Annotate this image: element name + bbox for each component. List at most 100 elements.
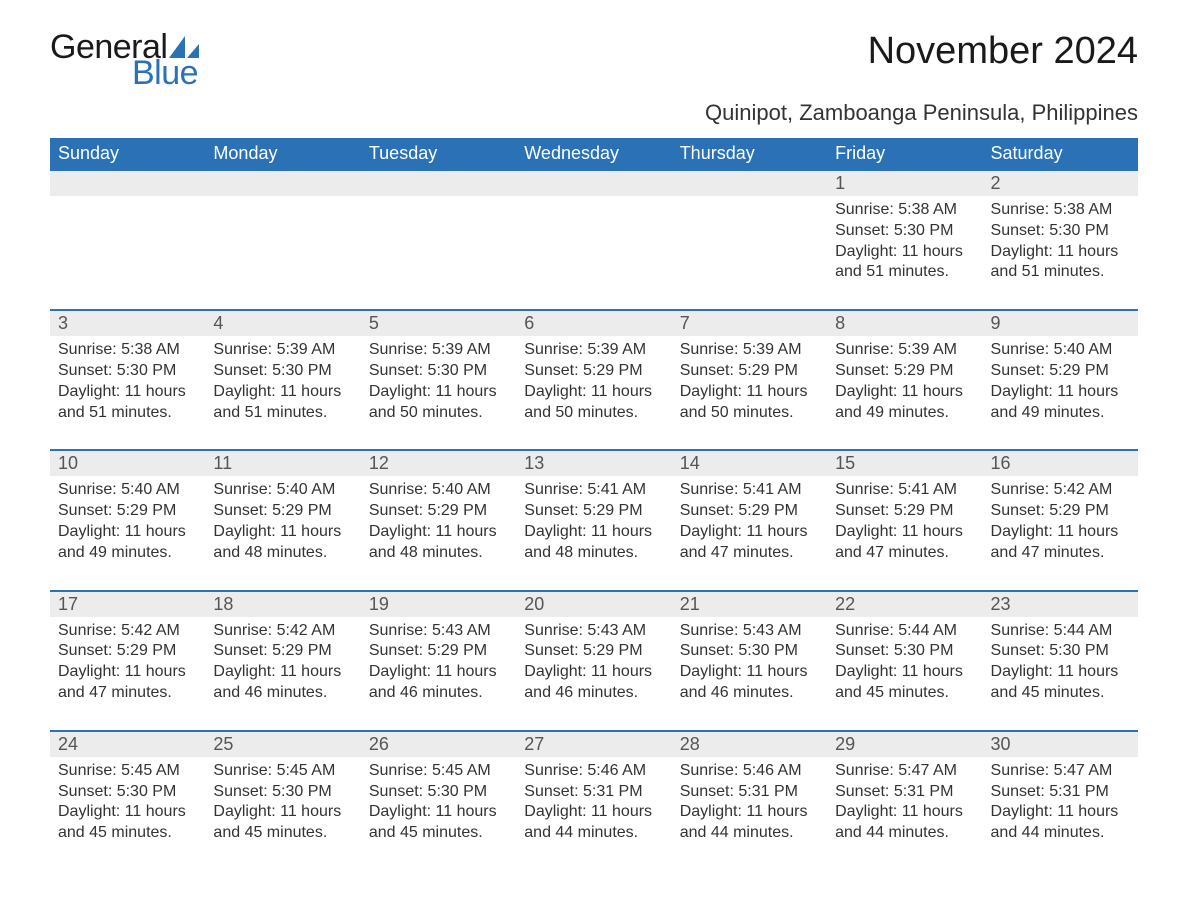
day-body: Sunrise: 5:45 AMSunset: 5:30 PMDaylight:… — [361, 757, 516, 870]
sunset-line: Sunset: 5:30 PM — [213, 361, 352, 382]
calendar-cell: 21Sunrise: 5:43 AMSunset: 5:30 PMDayligh… — [672, 591, 827, 731]
sunrise-line: Sunrise: 5:39 AM — [835, 340, 974, 361]
sunrise-line: Sunrise: 5:41 AM — [680, 480, 819, 501]
day-number: 23 — [983, 592, 1138, 617]
calendar-body: 1Sunrise: 5:38 AMSunset: 5:30 PMDaylight… — [50, 170, 1138, 870]
calendar-cell: 26Sunrise: 5:45 AMSunset: 5:30 PMDayligh… — [361, 731, 516, 870]
sunrise-line: Sunrise: 5:38 AM — [58, 340, 197, 361]
calendar-cell: 23Sunrise: 5:44 AMSunset: 5:30 PMDayligh… — [983, 591, 1138, 731]
day-body: Sunrise: 5:38 AMSunset: 5:30 PMDaylight:… — [827, 196, 982, 309]
day-body: Sunrise: 5:39 AMSunset: 5:29 PMDaylight:… — [516, 336, 671, 449]
daylight-line: Daylight: 11 hours and 51 minutes. — [58, 382, 197, 424]
calendar-cell: 2Sunrise: 5:38 AMSunset: 5:30 PMDaylight… — [983, 170, 1138, 310]
calendar-cell: 25Sunrise: 5:45 AMSunset: 5:30 PMDayligh… — [205, 731, 360, 870]
day-number: 12 — [361, 451, 516, 476]
day-body: Sunrise: 5:43 AMSunset: 5:30 PMDaylight:… — [672, 617, 827, 730]
day-number — [516, 171, 671, 196]
calendar-cell: 1Sunrise: 5:38 AMSunset: 5:30 PMDaylight… — [827, 170, 982, 310]
calendar-row: 10Sunrise: 5:40 AMSunset: 5:29 PMDayligh… — [50, 450, 1138, 590]
calendar-cell: 15Sunrise: 5:41 AMSunset: 5:29 PMDayligh… — [827, 450, 982, 590]
calendar-cell: 8Sunrise: 5:39 AMSunset: 5:29 PMDaylight… — [827, 310, 982, 450]
calendar-cell: 30 Sunrise: 5:47 AMSunset: 5:31 PMDayligh… — [983, 731, 1138, 870]
daylight-line: Daylight: 11 hours and 45 minutes. — [213, 802, 352, 844]
day-body — [205, 196, 360, 276]
sunset-line: Sunset: 5:31 PM — [524, 782, 663, 803]
day-number: 30 — [983, 732, 1138, 757]
day-body: Sunrise: 5:38 AMSunset: 5:30 PMDaylight:… — [50, 336, 205, 449]
daylight-line: Daylight: 11 hours and 51 minutes. — [213, 382, 352, 424]
day-number: 27 — [516, 732, 671, 757]
calendar-cell: 22Sunrise: 5:44 AMSunset: 5:30 PMDayligh… — [827, 591, 982, 731]
sunrise-line: Sunrise: 5:38 AM — [835, 200, 974, 221]
day-body: Sunrise: 5:46 AMSunset: 5:31 PMDaylight:… — [672, 757, 827, 870]
calendar-cell: 7Sunrise: 5:39 AMSunset: 5:29 PMDaylight… — [672, 310, 827, 450]
calendar-table: SundayMondayTuesdayWednesdayThursdayFrid… — [50, 138, 1138, 870]
calendar-cell: 11Sunrise: 5:40 AMSunset: 5:29 PMDayligh… — [205, 450, 360, 590]
calendar-cell: 16Sunrise: 5:42 AMSunset: 5:29 PMDayligh… — [983, 450, 1138, 590]
weekday-header: Friday — [827, 138, 982, 170]
calendar-cell — [205, 170, 360, 310]
sunset-line: Sunset: 5:29 PM — [213, 641, 352, 662]
sunrise-line: Sunrise: 5:41 AM — [835, 480, 974, 501]
day-body: Sunrise: 5:44 AMSunset: 5:30 PMDaylight:… — [983, 617, 1138, 730]
weekday-header: Wednesday — [516, 138, 671, 170]
daylight-line: Daylight: 11 hours and 45 minutes. — [991, 662, 1130, 704]
daylight-line: Daylight: 11 hours and 45 minutes. — [835, 662, 974, 704]
weekday-header: Monday — [205, 138, 360, 170]
calendar-cell: 20Sunrise: 5:43 AMSunset: 5:29 PMDayligh… — [516, 591, 671, 731]
daylight-line: Daylight: 11 hours and 47 minutes. — [680, 522, 819, 564]
sunrise-line: Sunrise: 5:45 AM — [213, 761, 352, 782]
day-number: 5 — [361, 311, 516, 336]
sunset-line: Sunset: 5:29 PM — [369, 641, 508, 662]
day-number: 7 — [672, 311, 827, 336]
daylight-line: Daylight: 11 hours and 51 minutes. — [835, 242, 974, 284]
sunset-line: Sunset: 5:30 PM — [213, 782, 352, 803]
day-body: Sunrise: 5:41 AMSunset: 5:29 PMDaylight:… — [516, 476, 671, 589]
sunrise-line: Sunrise: 5:46 AM — [524, 761, 663, 782]
calendar-cell: 14Sunrise: 5:41 AMSunset: 5:29 PMDayligh… — [672, 450, 827, 590]
daylight-line: Daylight: 11 hours and 44 minutes. — [835, 802, 974, 844]
sunset-line: Sunset: 5:29 PM — [524, 641, 663, 662]
day-body: Sunrise: 5:39 AMSunset: 5:29 PMDaylight:… — [827, 336, 982, 449]
day-number: 26 — [361, 732, 516, 757]
sunrise-line: Sunrise: 5:47 AM — [835, 761, 974, 782]
sunrise-line: Sunrise: 5:38 AM — [991, 200, 1130, 221]
day-body: Sunrise: 5:45 AMSunset: 5:30 PMDaylight:… — [50, 757, 205, 870]
sunset-line: Sunset: 5:31 PM — [991, 782, 1130, 803]
day-number: 20 — [516, 592, 671, 617]
sunset-line: Sunset: 5:30 PM — [369, 361, 508, 382]
daylight-line: Daylight: 11 hours and 49 minutes. — [58, 522, 197, 564]
sunset-line: Sunset: 5:30 PM — [991, 221, 1130, 242]
daylight-line: Daylight: 11 hours and 48 minutes. — [369, 522, 508, 564]
calendar-cell — [672, 170, 827, 310]
day-body: Sunrise: 5:39 AMSunset: 5:30 PMDaylight:… — [361, 336, 516, 449]
sunrise-line: Sunrise: 5:46 AM — [680, 761, 819, 782]
calendar-row: 1Sunrise: 5:38 AMSunset: 5:30 PMDaylight… — [50, 170, 1138, 310]
day-number: 10 — [50, 451, 205, 476]
day-number: 22 — [827, 592, 982, 617]
daylight-line: Daylight: 11 hours and 44 minutes. — [680, 802, 819, 844]
day-number — [361, 171, 516, 196]
calendar-cell: 17Sunrise: 5:42 AMSunset: 5:29 PMDayligh… — [50, 591, 205, 731]
sunset-line: Sunset: 5:29 PM — [991, 361, 1130, 382]
daylight-line: Daylight: 11 hours and 47 minutes. — [835, 522, 974, 564]
daylight-line: Daylight: 11 hours and 46 minutes. — [369, 662, 508, 704]
calendar-cell: 3Sunrise: 5:38 AMSunset: 5:30 PMDaylight… — [50, 310, 205, 450]
day-body: Sunrise: 5:38 AMSunset: 5:30 PMDaylight:… — [983, 196, 1138, 309]
sunrise-line: Sunrise: 5:44 AM — [835, 621, 974, 642]
day-body — [672, 196, 827, 276]
brand-word2: Blue — [132, 56, 199, 90]
day-body: Sunrise: 5:44 AMSunset: 5:30 PMDaylight:… — [827, 617, 982, 730]
day-body: Sunrise: 5:42 AMSunset: 5:29 PMDaylight:… — [205, 617, 360, 730]
day-number: 29 — [827, 732, 982, 757]
day-body: Sunrise: 5:46 AMSunset: 5:31 PMDaylight:… — [516, 757, 671, 870]
day-body: Sunrise: 5:40 AMSunset: 5:29 PMDaylight:… — [50, 476, 205, 589]
daylight-line: Daylight: 11 hours and 44 minutes. — [991, 802, 1130, 844]
calendar-cell — [50, 170, 205, 310]
day-number: 18 — [205, 592, 360, 617]
sunrise-line: Sunrise: 5:47 AM — [991, 761, 1130, 782]
daylight-line: Daylight: 11 hours and 49 minutes. — [991, 382, 1130, 424]
calendar-cell: 4Sunrise: 5:39 AMSunset: 5:30 PMDaylight… — [205, 310, 360, 450]
day-number: 16 — [983, 451, 1138, 476]
day-number: 2 — [983, 171, 1138, 196]
